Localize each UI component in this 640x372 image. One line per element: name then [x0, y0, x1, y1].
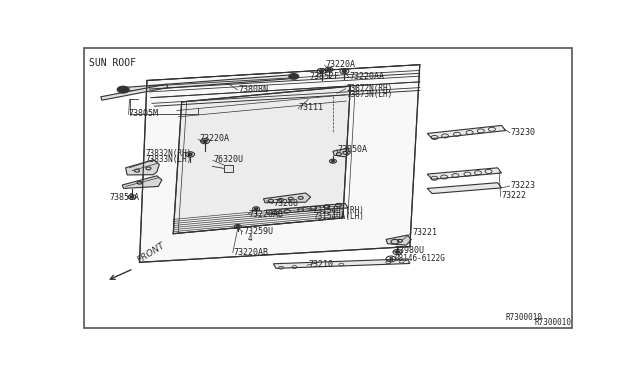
Text: R7300010: R7300010 [506, 313, 543, 322]
Circle shape [342, 70, 346, 73]
Text: 73220A: 73220A [199, 134, 229, 143]
Polygon shape [273, 259, 410, 268]
Text: 73221: 73221 [412, 228, 437, 237]
Text: 73850A: 73850A [110, 193, 140, 202]
Text: 73832N(RH): 73832N(RH) [145, 149, 192, 158]
Text: 73850A: 73850A [338, 145, 368, 154]
Circle shape [117, 86, 129, 93]
Text: R7300010: R7300010 [534, 318, 571, 327]
Text: 73873N(LH): 73873N(LH) [347, 90, 393, 99]
Polygon shape [173, 86, 350, 234]
Text: 73220AA: 73220AA [350, 72, 385, 81]
Polygon shape [428, 125, 506, 139]
Circle shape [327, 68, 331, 71]
Circle shape [131, 196, 134, 198]
Circle shape [289, 74, 299, 79]
Polygon shape [125, 160, 159, 175]
Text: 73852F: 73852F [309, 72, 339, 81]
Text: 73220AB: 73220AB [234, 247, 269, 257]
Text: 73154U (RH): 73154U (RH) [313, 206, 364, 215]
Circle shape [203, 140, 207, 142]
Text: 73259U: 73259U [244, 227, 274, 236]
Text: 73111: 73111 [298, 103, 323, 112]
Circle shape [236, 226, 239, 227]
Text: 73210: 73210 [308, 260, 333, 269]
Polygon shape [386, 235, 412, 245]
Text: 73872N(RH): 73872N(RH) [347, 84, 393, 93]
Circle shape [319, 70, 324, 72]
Text: 4: 4 [247, 234, 252, 243]
Polygon shape [122, 75, 294, 92]
Text: SUN ROOF: SUN ROOF [89, 58, 136, 68]
Polygon shape [264, 193, 310, 203]
Circle shape [332, 160, 335, 162]
Circle shape [188, 153, 192, 155]
Polygon shape [122, 176, 162, 189]
Polygon shape [140, 65, 420, 262]
Text: 73222: 73222 [502, 191, 527, 201]
Text: 73220A: 73220A [326, 60, 356, 69]
Text: 76320U: 76320U [214, 155, 244, 164]
Polygon shape [333, 148, 350, 157]
Polygon shape [266, 203, 348, 214]
Text: 73808N: 73808N [239, 86, 269, 94]
Text: 73220AB: 73220AB [249, 210, 284, 219]
Text: 73980U: 73980U [394, 246, 424, 255]
Text: 73268: 73268 [273, 199, 298, 208]
Circle shape [396, 251, 399, 253]
Text: 73154UA(LH): 73154UA(LH) [313, 212, 364, 221]
Polygon shape [428, 183, 502, 193]
Text: B: B [388, 257, 394, 262]
Polygon shape [101, 84, 168, 100]
Text: 73805M: 73805M [129, 109, 159, 118]
Text: 73230: 73230 [511, 128, 536, 137]
Polygon shape [428, 168, 502, 179]
Text: 73833N(LH): 73833N(LH) [145, 155, 192, 164]
Bar [224, 165, 233, 172]
Circle shape [255, 208, 257, 210]
Text: FRONT: FRONT [136, 241, 166, 264]
Text: 73223: 73223 [511, 181, 536, 190]
Text: 08146-6122G: 08146-6122G [394, 254, 445, 263]
